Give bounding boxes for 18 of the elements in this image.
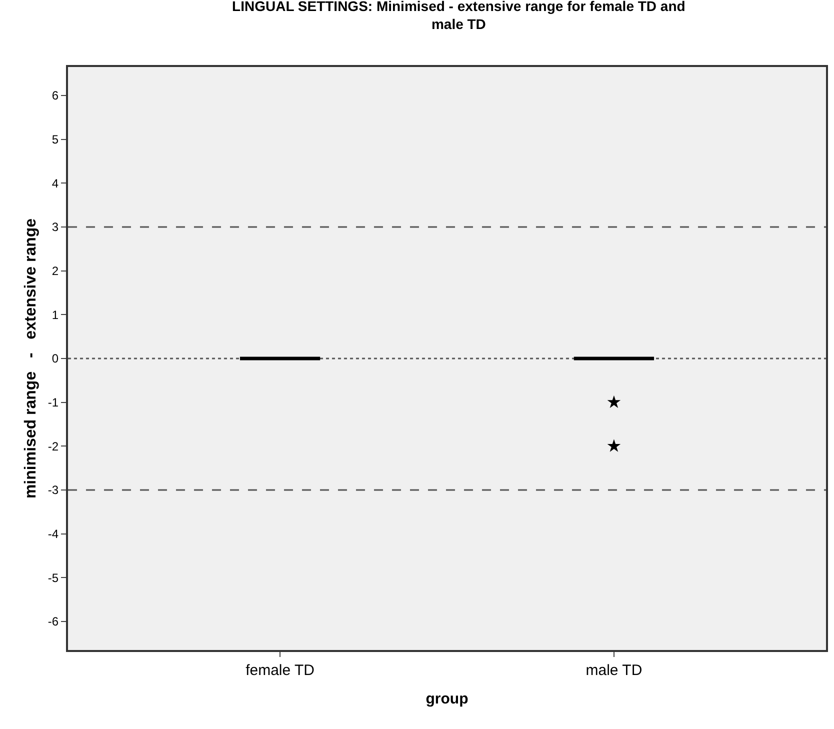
y-tick-label: 5 — [52, 132, 59, 147]
y-tick-label: 4 — [52, 176, 59, 190]
y-tick-label: -1 — [48, 396, 59, 410]
y-tick-label: 0 — [52, 352, 59, 366]
y-tick-label: -6 — [48, 614, 59, 629]
y-tick-label: 6 — [52, 88, 59, 103]
x-tick-label: female TD — [246, 662, 315, 679]
y-tick-label: 3 — [52, 220, 59, 234]
x-axis-title: group — [426, 690, 468, 708]
y-tick-label: -4 — [48, 527, 59, 542]
y-tick-label: -3 — [48, 483, 59, 498]
chart-title: LINGUAL SETTINGS: Minimised - extensive range for female TD and male TD — [232, 0, 686, 32]
y-tick-label: -2 — [48, 439, 59, 454]
y-axis-title: minimised range - extensive range — [22, 218, 40, 499]
y-tick-label: 1 — [52, 308, 59, 322]
y-tick-label: 2 — [52, 264, 59, 278]
x-tick-label: male TD — [586, 662, 642, 679]
y-tick-label: -5 — [48, 570, 59, 585]
